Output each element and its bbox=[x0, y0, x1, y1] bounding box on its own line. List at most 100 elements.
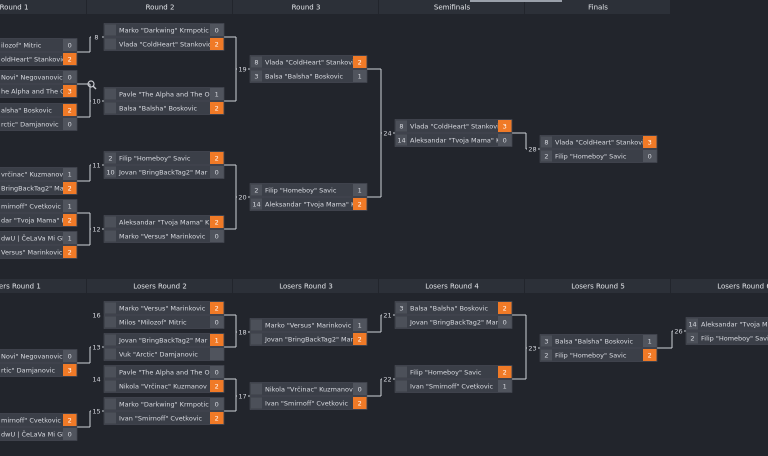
participant-name: oldHeart" Stankovic bbox=[1, 56, 66, 64]
round-header-label: Semifinals bbox=[434, 4, 471, 12]
match-number: 24 bbox=[383, 130, 391, 138]
participant-row bbox=[103, 151, 225, 165]
participant-name: dwU | ČeLaVa Mi GIA bbox=[1, 234, 69, 243]
round-header bbox=[671, 279, 768, 293]
participant-row bbox=[103, 37, 225, 51]
score: 1 bbox=[503, 383, 507, 391]
seed: 8 bbox=[544, 139, 548, 147]
participant-row bbox=[0, 199, 78, 213]
match-number: 10 bbox=[92, 98, 100, 106]
seed-box bbox=[105, 302, 116, 314]
participant-name: Balsa "Balsha" Boskovic bbox=[119, 105, 197, 113]
score-box bbox=[353, 184, 367, 196]
score: 1 bbox=[68, 203, 72, 211]
participant-name: Ivan "Smirnoff" Cvetkovic bbox=[265, 400, 348, 408]
participant-name: Aleksandar "Tvoja Mama" K bbox=[410, 137, 501, 145]
participant-name: Aleksandar "Tvoja Mama" K bbox=[119, 219, 210, 227]
match: mirnoff" Cvetkovic 2 dwU | ČeLaVa Mi GIA 0 bbox=[0, 413, 78, 441]
match-number: 12 bbox=[92, 226, 100, 234]
score: 2 bbox=[215, 219, 219, 227]
participant-name: Nikola "Vrčinac" Kuzmanov bbox=[265, 386, 353, 394]
score-box bbox=[353, 56, 367, 68]
round-header bbox=[0, 0, 86, 14]
score: 2 bbox=[215, 383, 219, 391]
seed-box bbox=[687, 318, 698, 330]
participant-row bbox=[103, 397, 225, 411]
participant-row bbox=[103, 365, 225, 379]
participant-row bbox=[103, 165, 225, 179]
score-box bbox=[210, 412, 224, 424]
seed-box bbox=[251, 198, 262, 210]
seed: 3 bbox=[254, 73, 258, 81]
participant-name: Jovan "BringBackTag2" Mar bbox=[409, 319, 499, 327]
match-label-bg bbox=[673, 327, 684, 335]
match-label-bg bbox=[91, 311, 102, 319]
score-box bbox=[353, 397, 367, 409]
match-number: 17 bbox=[238, 393, 246, 401]
score-box bbox=[353, 383, 367, 395]
score: 1 bbox=[358, 187, 362, 195]
match: dwU | ČeLaVa Mi GIA 1 Versus" Marinkovic 2 bbox=[0, 231, 78, 259]
score-box bbox=[63, 246, 77, 258]
score: 0 bbox=[68, 74, 72, 82]
participant-name: BringBackTag2" Ma bbox=[1, 185, 64, 193]
round-header bbox=[87, 279, 232, 293]
participant-name: Jovan "BringBackTag2" Mar bbox=[264, 336, 354, 344]
match-label-bg bbox=[237, 392, 248, 400]
participant-row bbox=[103, 411, 225, 425]
round-header-label: Losers Round 3 bbox=[279, 283, 333, 291]
match: 14 Pavle "The Alpha and The O 0 Nikola "Vrč… bbox=[91, 365, 225, 393]
score-box bbox=[210, 88, 224, 100]
round-header-label: Losers Round 6 bbox=[717, 283, 768, 291]
match: 18 Marko "Versus" Marinkovic 1 Jovan "Bring… bbox=[237, 318, 368, 346]
score-box bbox=[210, 166, 224, 178]
participant-name: Filip "Homeboy" Savi bbox=[701, 335, 768, 343]
seed-box bbox=[541, 136, 552, 148]
participant-name: Ivan "Smirnoff" Cvetkovic bbox=[119, 415, 202, 423]
match-number: 16 bbox=[92, 312, 100, 320]
score-box bbox=[643, 136, 657, 148]
score-box bbox=[210, 334, 224, 346]
participant-name: vrčinac" Kuzmanov bbox=[1, 171, 63, 179]
score: 0 bbox=[68, 353, 72, 361]
match-label-bg bbox=[237, 328, 248, 336]
score: 1 bbox=[648, 338, 652, 346]
seed-box bbox=[105, 216, 116, 228]
score-box bbox=[63, 350, 77, 362]
seed: 8 bbox=[399, 123, 403, 131]
seed: 2 bbox=[108, 155, 112, 163]
score: 2 bbox=[503, 305, 507, 313]
participant-name: Filip "Homeboy" Savic bbox=[119, 155, 191, 163]
match-number: 23 bbox=[528, 345, 536, 353]
score-box bbox=[210, 380, 224, 392]
score-box bbox=[498, 366, 512, 378]
score: 2 bbox=[358, 59, 362, 67]
participant-name: Jovan "BringBackTag2" Mar bbox=[118, 169, 208, 177]
participant-name: Filip "Homeboy" Savic bbox=[410, 369, 482, 377]
match-number: 20 bbox=[238, 194, 246, 202]
seed-box bbox=[396, 366, 407, 378]
participant-row bbox=[0, 103, 78, 117]
round-header-label: Round 3 bbox=[292, 4, 321, 12]
participant-row bbox=[103, 347, 225, 361]
match: 12 Aleksandar "Tvoja Mama" K 2 Marko "Versu… bbox=[91, 215, 225, 243]
match: 17 Nikola "Vrčinac" Kuzmanov 0 Ivan "Smirno… bbox=[237, 382, 368, 410]
seed: 8 bbox=[254, 59, 258, 67]
match-label-bg bbox=[91, 225, 102, 233]
score-box bbox=[498, 380, 512, 392]
match-number: 26 bbox=[674, 328, 682, 336]
participant-row bbox=[0, 413, 78, 427]
participant-name: Milos "Milozof" Mitric bbox=[119, 319, 187, 327]
score-box bbox=[63, 182, 77, 194]
participant-name: he Alpha and The O bbox=[1, 88, 65, 96]
seed-box bbox=[105, 366, 116, 378]
score: 0 bbox=[503, 319, 507, 327]
score-box bbox=[210, 24, 224, 36]
score-box bbox=[210, 366, 224, 378]
participant-row bbox=[103, 379, 225, 393]
score: 3 bbox=[68, 367, 72, 375]
score-box bbox=[63, 414, 77, 426]
round-header bbox=[379, 279, 524, 293]
participant-row bbox=[249, 183, 368, 197]
